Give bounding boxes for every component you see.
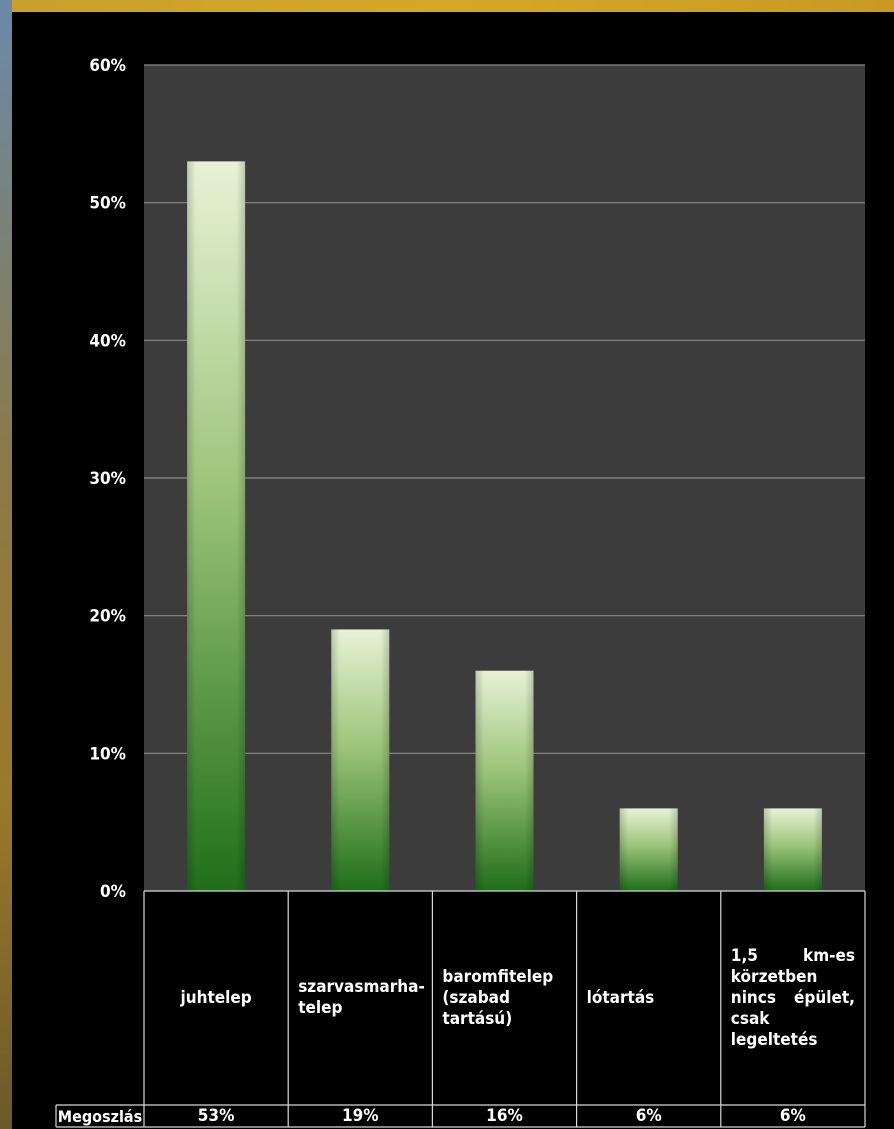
y-tick-label: 20% [89,607,126,627]
bar-shade [476,671,534,891]
bar-shade [620,808,678,891]
value-label: 6% [577,1105,721,1127]
category-label: lótartás [577,891,721,1105]
value-label: 6% [721,1105,865,1127]
category-label: baromfitelep (szabad tartású) [432,891,576,1105]
category-label: szarvasmarha-telep [288,891,432,1105]
y-tick-label: 50% [89,194,126,214]
y-tick-label: 30% [89,469,126,489]
value-label: 16% [432,1105,576,1127]
bar-shade [187,161,245,891]
bar-shade [764,808,822,891]
bar [620,808,678,891]
bar [476,671,534,891]
category-label: juhtelep [144,891,288,1105]
bar-shade [331,629,389,891]
category-label: 1,5 km-es körzetben nincs épület, csak l… [721,891,865,1105]
bar [331,629,389,891]
y-tick-label: 0% [100,882,126,902]
y-tick-label: 60% [89,56,126,76]
y-tick-label: 40% [89,331,126,351]
value-label: 19% [288,1105,432,1127]
y-tick-label: 10% [89,744,126,764]
bar [764,808,822,891]
bar [187,161,245,891]
table-row-label: Megoszlás [56,1105,144,1127]
y-axis-ticks: 0% 10% 20% 30% 40% 50% 60% [89,56,126,902]
value-label: 53% [144,1105,288,1127]
